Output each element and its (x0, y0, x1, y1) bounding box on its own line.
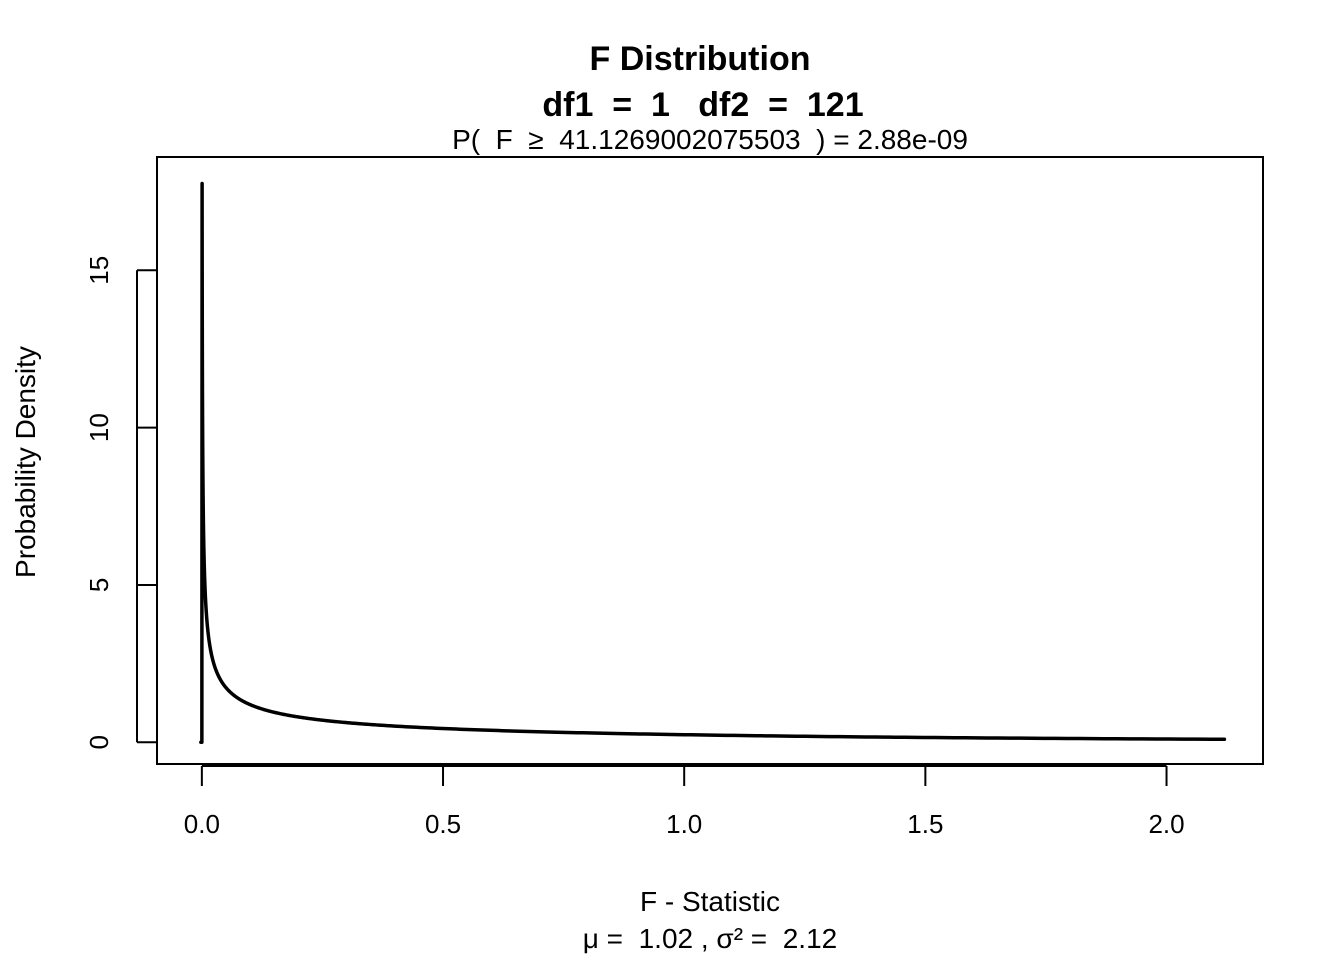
y-tick-label: 10 (84, 413, 114, 442)
x-tick-label: 2.0 (1148, 809, 1184, 839)
chart-title-line1: F Distribution (590, 40, 811, 78)
chart-subtitle: P( F ≥ 41.1269002075503 ) = 2.88e-09 (452, 124, 968, 155)
x-tick-label: 1.0 (666, 809, 702, 839)
plot-frame (156, 156, 1264, 765)
x-axis: 0.0 0.5 1.0 1.5 2.0 (184, 765, 1185, 839)
chart-title-line2: df1 = 1 df2 = 121 (542, 86, 863, 124)
x-tick-label: 0.0 (184, 809, 220, 839)
x-tick-label: 1.5 (907, 809, 943, 839)
y-tick-label: 5 (84, 578, 114, 592)
y-axis: 0 5 10 15 (84, 256, 157, 750)
x-axis-sublabel: μ = 1.02 , σ² = 2.12 (583, 923, 837, 954)
x-tick-label: 0.5 (425, 809, 461, 839)
y-axis-label: Probability Density (10, 346, 41, 578)
y-tick-label: 15 (84, 256, 114, 285)
density-curve (199, 181, 1227, 745)
y-tick-label: 0 (84, 735, 114, 749)
x-axis-label: F - Statistic (640, 886, 780, 917)
